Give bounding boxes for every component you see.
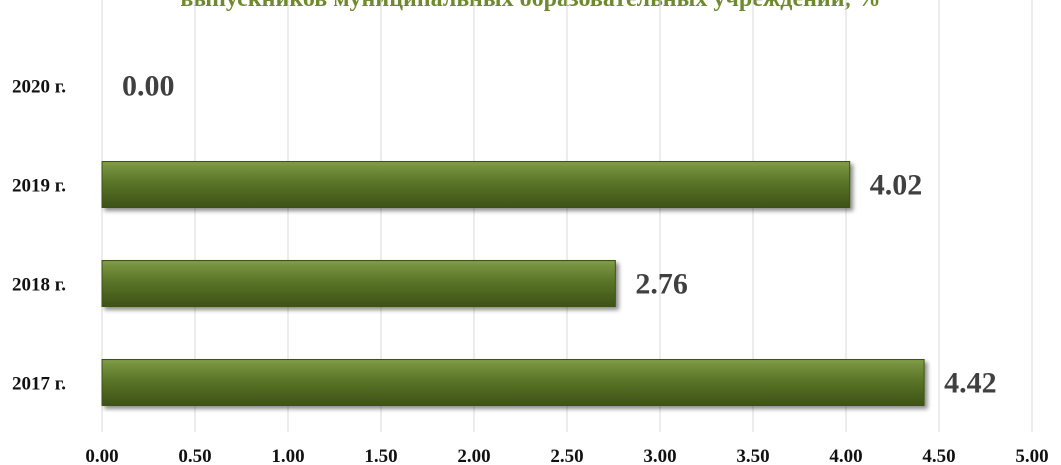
x-tick-label: 3.00 xyxy=(643,446,676,465)
bar xyxy=(101,359,925,406)
data-label: 0.00 xyxy=(122,70,175,103)
data-label: 4.02 xyxy=(870,169,923,202)
x-tick-label: 1.00 xyxy=(271,446,304,465)
x-tick-label: 5.00 xyxy=(1015,446,1048,465)
bar-bevel xyxy=(103,261,615,265)
chart-title: выпускников муниципальных образовательны… xyxy=(0,0,1061,18)
x-tick-label: 3.50 xyxy=(736,446,769,465)
category-label: 2020 г. xyxy=(12,77,66,98)
labels: 0.00 0.50 1.00 1.50 2.00 2.50 3.00 3.50 4.00 4.50… xyxy=(12,70,1049,465)
bar xyxy=(101,260,616,307)
bar xyxy=(101,161,851,208)
x-tick-label: 0.50 xyxy=(178,446,211,465)
bars xyxy=(101,161,925,406)
bar-bevel xyxy=(103,360,924,364)
x-tick-label: 2.00 xyxy=(457,446,490,465)
data-label: 4.42 xyxy=(944,367,997,400)
x-tick-label: 2.50 xyxy=(550,446,583,465)
x-tick-label: 1.50 xyxy=(364,446,397,465)
x-tick-label: 0.00 xyxy=(85,446,118,465)
category-label: 2018 г. xyxy=(12,275,66,296)
x-tick-label: 4.50 xyxy=(922,446,955,465)
category-label: 2019 г. xyxy=(12,176,66,197)
category-label: 2017 г. xyxy=(12,374,66,395)
x-tick-label: 4.00 xyxy=(829,446,862,465)
data-label: 2.76 xyxy=(635,268,688,301)
bar-bevel xyxy=(103,162,849,166)
